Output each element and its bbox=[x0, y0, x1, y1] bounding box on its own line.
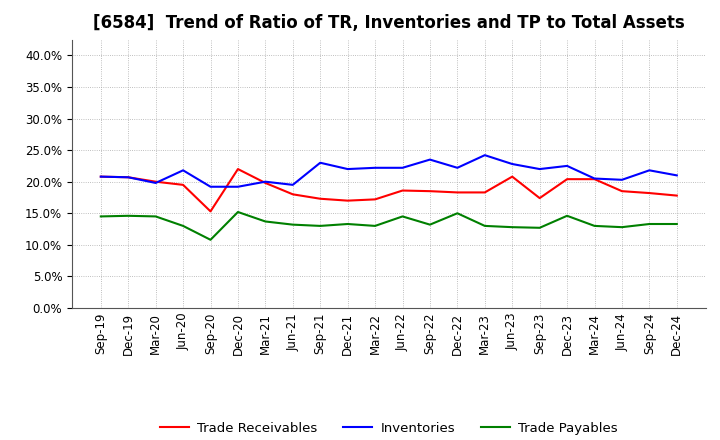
Trade Payables bbox=[563, 213, 572, 218]
Trade Receivables bbox=[124, 175, 132, 180]
Trade Payables bbox=[480, 223, 489, 228]
Trade Receivables bbox=[261, 180, 270, 186]
Trade Receivables bbox=[206, 209, 215, 214]
Trade Payables bbox=[289, 222, 297, 227]
Line: Inventories: Inventories bbox=[101, 155, 677, 187]
Inventories bbox=[508, 161, 516, 167]
Inventories bbox=[453, 165, 462, 170]
Line: Trade Payables: Trade Payables bbox=[101, 212, 677, 240]
Trade Receivables bbox=[289, 192, 297, 197]
Legend: Trade Receivables, Inventories, Trade Payables: Trade Receivables, Inventories, Trade Pa… bbox=[155, 417, 623, 440]
Trade Receivables bbox=[536, 195, 544, 201]
Trade Receivables bbox=[179, 182, 187, 187]
Inventories bbox=[151, 180, 160, 186]
Trade Payables bbox=[508, 224, 516, 230]
Inventories bbox=[371, 165, 379, 170]
Trade Receivables bbox=[151, 179, 160, 184]
Trade Payables bbox=[371, 223, 379, 228]
Inventories bbox=[316, 160, 325, 165]
Trade Receivables bbox=[426, 188, 434, 194]
Inventories bbox=[590, 176, 599, 181]
Inventories bbox=[618, 177, 626, 183]
Inventories bbox=[343, 166, 352, 172]
Trade Payables bbox=[261, 219, 270, 224]
Trade Receivables bbox=[618, 188, 626, 194]
Trade Payables bbox=[151, 214, 160, 219]
Line: Trade Receivables: Trade Receivables bbox=[101, 169, 677, 211]
Inventories bbox=[426, 157, 434, 162]
Trade Receivables bbox=[508, 174, 516, 179]
Inventories bbox=[536, 166, 544, 172]
Trade Payables bbox=[398, 214, 407, 219]
Trade Payables bbox=[179, 223, 187, 228]
Trade Payables bbox=[453, 211, 462, 216]
Inventories bbox=[206, 184, 215, 189]
Trade Payables bbox=[124, 213, 132, 218]
Trade Receivables bbox=[371, 197, 379, 202]
Inventories bbox=[179, 168, 187, 173]
Title: [6584]  Trend of Ratio of TR, Inventories and TP to Total Assets: [6584] Trend of Ratio of TR, Inventories… bbox=[93, 15, 685, 33]
Trade Receivables bbox=[645, 191, 654, 196]
Trade Receivables bbox=[343, 198, 352, 203]
Inventories bbox=[672, 173, 681, 178]
Trade Receivables bbox=[480, 190, 489, 195]
Trade Receivables bbox=[563, 176, 572, 182]
Trade Payables bbox=[536, 225, 544, 231]
Trade Payables bbox=[618, 224, 626, 230]
Inventories bbox=[124, 175, 132, 180]
Trade Payables bbox=[672, 221, 681, 227]
Inventories bbox=[563, 163, 572, 169]
Trade Payables bbox=[590, 223, 599, 228]
Trade Receivables bbox=[453, 190, 462, 195]
Trade Payables bbox=[343, 221, 352, 227]
Inventories bbox=[261, 179, 270, 184]
Inventories bbox=[96, 174, 105, 179]
Trade Payables bbox=[96, 214, 105, 219]
Trade Receivables bbox=[672, 193, 681, 198]
Trade Payables bbox=[206, 237, 215, 242]
Inventories bbox=[645, 168, 654, 173]
Inventories bbox=[233, 184, 242, 189]
Trade Receivables bbox=[398, 188, 407, 193]
Trade Payables bbox=[233, 209, 242, 215]
Trade Payables bbox=[316, 223, 325, 228]
Inventories bbox=[398, 165, 407, 170]
Trade Receivables bbox=[96, 174, 105, 179]
Inventories bbox=[480, 153, 489, 158]
Trade Payables bbox=[426, 222, 434, 227]
Trade Receivables bbox=[316, 196, 325, 202]
Trade Payables bbox=[645, 221, 654, 227]
Trade Receivables bbox=[590, 176, 599, 182]
Trade Receivables bbox=[233, 166, 242, 172]
Inventories bbox=[289, 182, 297, 187]
